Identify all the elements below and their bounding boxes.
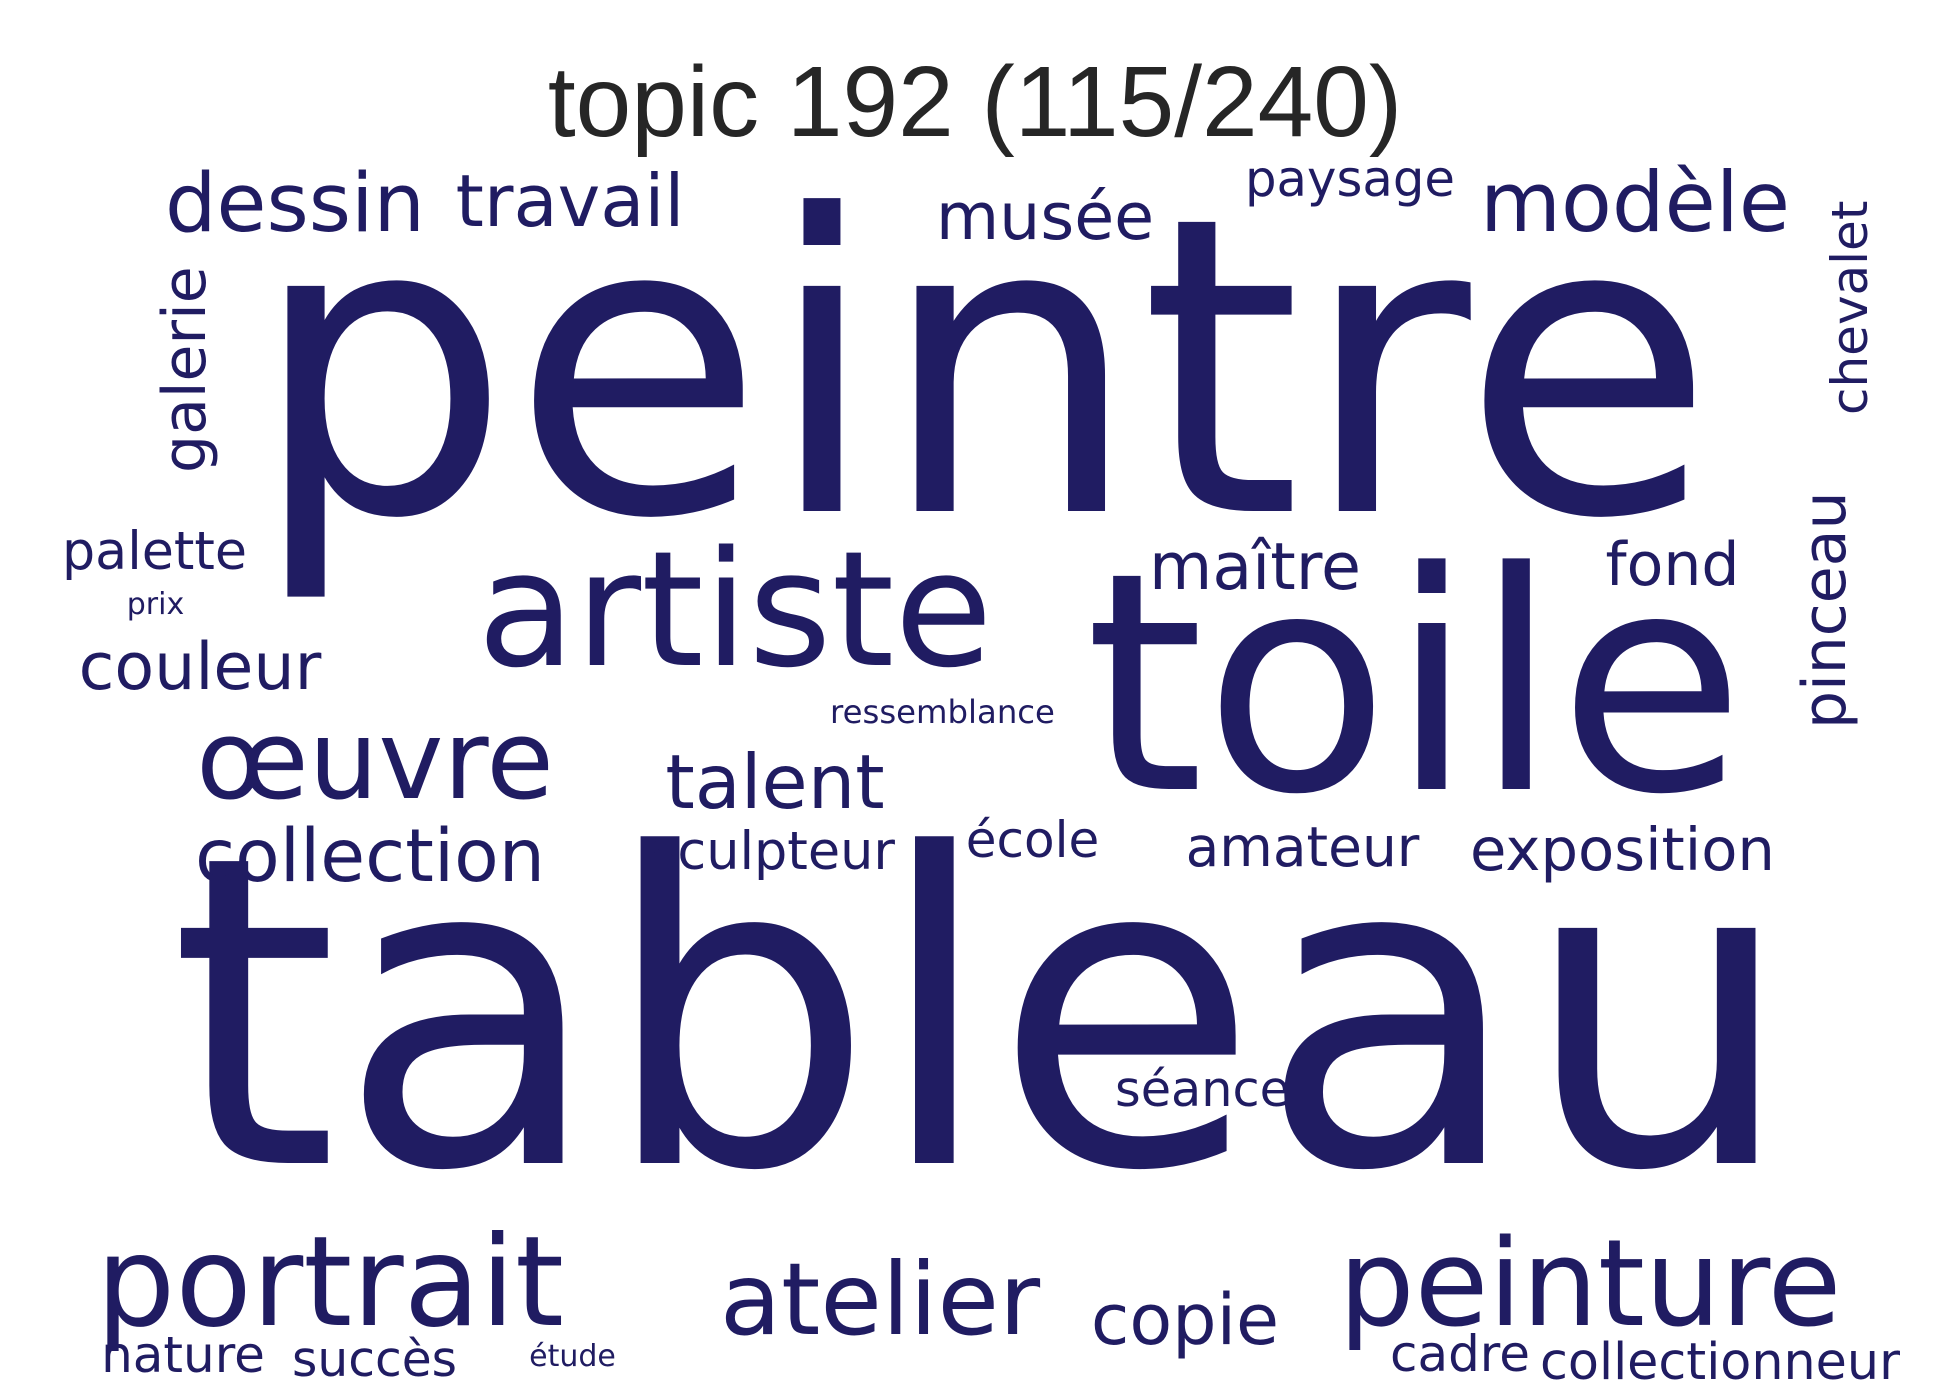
word-talent: talent xyxy=(665,738,885,826)
word-succes: succès xyxy=(292,1331,457,1388)
word-artiste: artiste xyxy=(477,516,993,703)
word-etude: étude xyxy=(529,1339,616,1374)
word-ecole: école xyxy=(965,811,1100,869)
word-collectionneur: collectionneur xyxy=(1540,1332,1900,1392)
word-peinture: peinture xyxy=(1338,1215,1842,1354)
word-peintre: peintre xyxy=(250,130,1715,610)
word-palette: palette xyxy=(62,522,247,583)
word-paysage: paysage xyxy=(1245,150,1455,209)
word-exposition: exposition xyxy=(1470,815,1775,885)
word-portrait: portrait xyxy=(96,1210,564,1355)
word-nature: nature xyxy=(101,1326,265,1384)
word-prix: prix xyxy=(126,587,185,622)
word-galerie: galerie xyxy=(150,266,220,474)
word-collection: collection xyxy=(195,814,545,900)
word-copie: copie xyxy=(1090,1279,1280,1361)
word-chevalet: chevalet xyxy=(1821,200,1879,415)
word-ressemblance: ressemblance xyxy=(830,693,1055,732)
word-amateur: amateur xyxy=(1185,815,1420,879)
word-modele: modèle xyxy=(1480,153,1790,251)
word-atelier: atelier xyxy=(719,1241,1041,1358)
word-dessin: dessin xyxy=(165,157,425,252)
word-maitre: maître xyxy=(1149,530,1361,605)
word-sculpteur: sculpteur xyxy=(650,821,895,883)
word-pinceau: pinceau xyxy=(1790,491,1860,729)
word-oeuvre: œuvre xyxy=(196,696,554,824)
word-couleur: couleur xyxy=(78,630,322,705)
word-musee: musée xyxy=(935,180,1155,255)
figure-title: topic 192 (115/240) xyxy=(547,46,1403,158)
word-tableau: tableau xyxy=(169,765,1795,1265)
word-seance: séance xyxy=(1115,1060,1290,1119)
word-travail: travail xyxy=(455,159,685,243)
word-fond: fond xyxy=(1605,530,1740,600)
word-cadre: cadre xyxy=(1390,1325,1530,1384)
word-toile: toile xyxy=(1085,507,1745,862)
